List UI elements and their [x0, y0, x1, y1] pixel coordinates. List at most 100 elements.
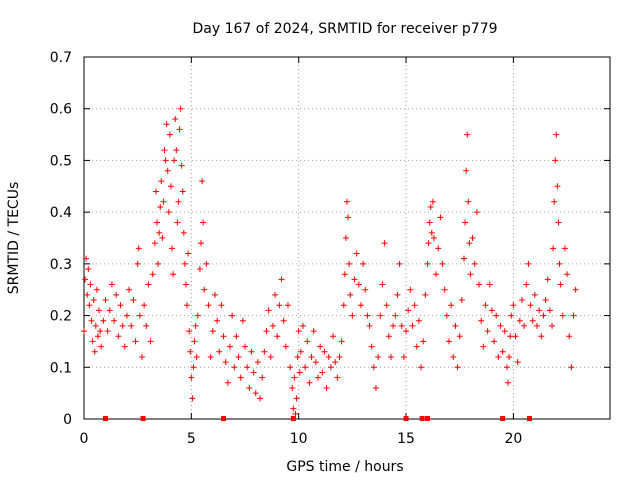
data-point	[282, 343, 289, 350]
axis-mark	[500, 416, 506, 421]
data-point	[544, 276, 551, 283]
data-point	[377, 312, 384, 319]
axis-marks	[102, 416, 532, 421]
data-point	[323, 384, 330, 391]
data-point	[466, 240, 473, 247]
x-tick-label: 20	[504, 431, 522, 447]
data-point	[458, 297, 465, 304]
data-point	[465, 198, 472, 205]
data-point	[299, 322, 306, 329]
data-point	[317, 343, 324, 350]
data-point	[538, 333, 545, 340]
data-point	[383, 302, 390, 309]
data-point	[503, 364, 510, 371]
data-point	[145, 281, 152, 288]
data-point	[415, 317, 422, 324]
data-point	[193, 353, 200, 360]
data-point	[425, 240, 432, 247]
data-point	[334, 374, 341, 381]
data-point	[523, 281, 530, 288]
data-point	[190, 364, 197, 371]
data-point	[521, 322, 528, 329]
x-tick-label: 5	[187, 431, 196, 447]
data-point	[304, 338, 311, 345]
data-point	[429, 198, 436, 205]
axis-mark	[221, 416, 227, 421]
data-point	[456, 333, 463, 340]
data-point	[136, 312, 143, 319]
data-point	[261, 348, 268, 355]
data-point	[555, 219, 562, 226]
data-point	[242, 343, 249, 350]
data-point	[257, 395, 264, 402]
data-point	[344, 198, 350, 205]
data-point	[170, 271, 177, 278]
data-point	[493, 312, 500, 319]
data-point	[199, 178, 206, 185]
data-point	[413, 343, 420, 350]
data-point	[161, 147, 168, 154]
data-point	[375, 353, 382, 360]
data-point	[441, 286, 448, 293]
data-point	[85, 266, 92, 273]
data-point	[216, 348, 223, 355]
data-point	[443, 312, 450, 319]
axis-ticks: 0 0.1 0.2 0.3 0.4 0.5 0.6 0.7 0 5 10 15 20	[50, 50, 610, 447]
data-point	[461, 255, 468, 262]
data-point	[418, 364, 425, 371]
data-point	[564, 271, 571, 278]
data-point	[491, 338, 498, 345]
data-point	[327, 364, 334, 371]
data-point	[284, 302, 291, 309]
data-point	[514, 359, 521, 366]
axis-mark	[290, 416, 296, 421]
data-point	[269, 322, 276, 329]
data-point	[187, 348, 194, 355]
data-point	[551, 198, 558, 205]
data-point	[435, 245, 442, 252]
data-point	[495, 353, 502, 360]
data-point	[280, 317, 287, 324]
data-point	[178, 162, 185, 169]
data-point	[186, 328, 193, 335]
data-point	[512, 333, 519, 340]
data-point	[293, 395, 300, 402]
data-point	[171, 157, 178, 164]
data-point	[289, 384, 296, 391]
data-point	[141, 302, 148, 309]
data-point	[428, 229, 435, 236]
data-point	[471, 260, 478, 267]
data-point	[166, 131, 173, 138]
data-point	[463, 167, 470, 174]
data-point	[119, 322, 126, 329]
data-point	[211, 291, 218, 298]
data-point	[534, 322, 541, 329]
data-point	[158, 178, 165, 185]
data-point	[180, 229, 187, 236]
data-point	[153, 219, 160, 226]
data-point	[175, 198, 182, 205]
data-point	[203, 260, 210, 267]
data-point	[147, 338, 154, 345]
data-point	[364, 312, 371, 319]
data-points	[81, 105, 579, 417]
data-point	[93, 286, 100, 293]
data-point	[330, 333, 337, 340]
data-point	[155, 260, 162, 267]
data-point	[476, 281, 483, 288]
data-point	[501, 328, 508, 335]
axis-mark	[419, 416, 425, 421]
data-point	[157, 203, 164, 210]
data-point	[196, 266, 203, 273]
plot-frame	[83, 56, 611, 420]
data-point	[189, 395, 196, 402]
data-point	[507, 333, 514, 340]
data-point	[403, 328, 410, 335]
data-point	[319, 369, 326, 376]
data-point	[497, 322, 504, 329]
data-point	[152, 188, 159, 195]
data-point	[209, 328, 216, 335]
data-point	[549, 322, 556, 329]
data-point	[525, 260, 532, 267]
data-point	[568, 364, 575, 371]
